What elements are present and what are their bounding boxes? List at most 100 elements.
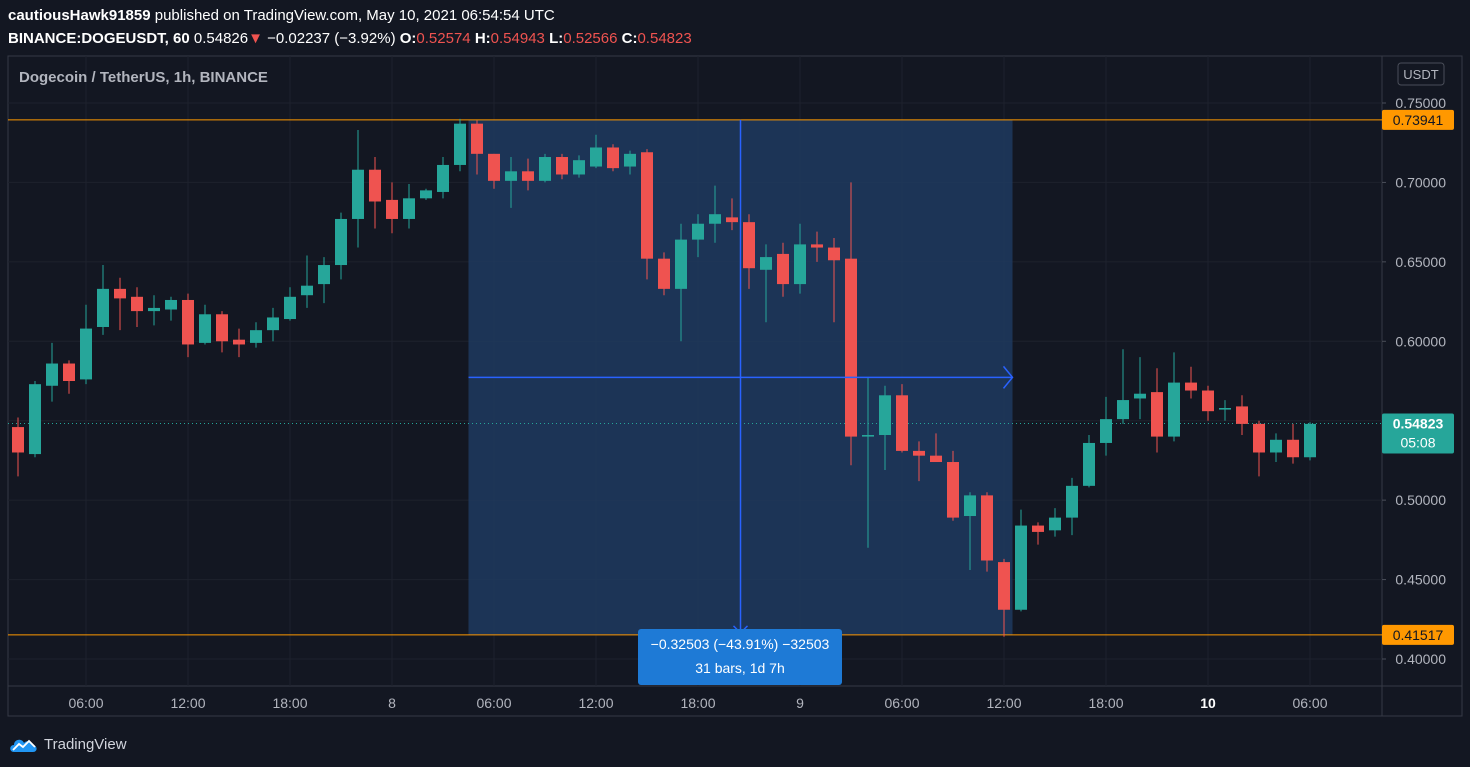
publish-info: cautiousHawk91859 published on TradingVi… [8,7,555,24]
candle-down [930,455,942,463]
candle-up [301,285,313,296]
candle-down [658,258,670,289]
candle-down [998,562,1010,610]
candle-down [1253,423,1265,453]
y-tick-label: 0.45000 [1395,572,1446,588]
candle-up [964,495,976,517]
candle-up [1049,517,1061,531]
candle-down [488,153,500,181]
x-tick-label: 12:00 [170,695,205,711]
low-label: L: [549,30,564,47]
candle-up [1134,393,1146,399]
tradingview-cloud-icon [10,739,37,752]
symbol-label: BINANCE:DOGEUSDT, 60 [8,30,190,47]
open-value: 0.52574 [416,30,471,47]
chart-frame [7,55,1463,717]
candle-up [420,190,432,199]
y-tick-label: 0.40000 [1395,651,1446,667]
candle-down [607,147,619,169]
candle-down [12,427,24,453]
candle-up [1083,442,1095,486]
candle-up [1100,419,1112,443]
candle-down [233,339,245,345]
candle-up [267,317,279,331]
candle-up [675,239,687,289]
y-tick-label: 0.50000 [1395,492,1446,508]
measure-change-label: −0.32503 (−43.91%) −32503 [651,636,830,652]
x-tick-label: 06:00 [884,695,919,711]
measure-info-box [638,629,842,685]
x-tick-label: 06:00 [68,695,103,711]
level-price-label: 0.73941 [1393,112,1444,128]
currency-button[interactable] [1397,62,1445,86]
current-price-tag [1382,413,1454,454]
candle-down [1236,406,1248,424]
currency-label: USDT [1403,67,1438,82]
candle-up [250,330,262,343]
x-tick-label: 12:00 [986,695,1021,711]
candle-down [1151,392,1163,437]
x-tick-label: 06:00 [476,695,511,711]
ohlc-legend: BINANCE:DOGEUSDT, 60 0.54826▼ −0.02237 (… [8,30,692,47]
candle-up [539,157,551,181]
candle-up [760,257,772,270]
candle-up [284,296,296,320]
candle-down [182,299,194,345]
high-label: H: [474,30,491,47]
candle-up [97,288,109,327]
candle-down [1287,439,1299,458]
x-tick-label: 18:00 [680,695,715,711]
candle-down [981,495,993,561]
tradingview-logo[interactable]: TradingView [8,734,127,754]
candle-up [709,214,721,224]
y-tick-label: 0.60000 [1395,333,1446,349]
candle-down [845,258,857,437]
candle-up [46,363,58,386]
level-price-tag [1382,624,1454,645]
candle-down [726,217,738,223]
candle-down [471,123,483,154]
candle-up [879,395,891,436]
candle-up [1219,408,1231,410]
candle-up [352,169,364,219]
candle-up [318,265,330,285]
candle-down [63,363,75,381]
candle-down [828,247,840,261]
level-price-label: 0.41517 [1393,627,1444,643]
candle-up [1304,423,1316,458]
candle-down [743,222,755,269]
candle-down [131,296,143,312]
candle-down [1202,390,1214,412]
x-tick-label: 18:00 [272,695,307,711]
publish-text: published on TradingView.com, May 10, 20… [154,7,555,24]
x-tick-label: 12:00 [578,695,613,711]
candle-up [454,123,466,165]
candle-up [80,328,92,380]
candle-down [369,169,381,202]
candle-up [165,299,177,310]
x-tick-label: 10 [1200,695,1216,711]
candle-up [624,153,636,167]
candle-down [896,395,908,451]
candle-up [862,435,874,437]
candle-down [556,157,568,175]
close-label: C: [621,30,638,47]
x-tick-label: 8 [388,695,396,711]
author-name[interactable]: cautiousHawk91859 [8,7,151,24]
candle-down [913,450,925,456]
y-tick-label: 0.75000 [1395,95,1446,111]
candle-up [335,218,347,266]
candle-up [1270,439,1282,453]
candle-down [777,253,789,285]
candle-up [403,198,415,219]
down-arrow-icon: ▼ [248,30,263,47]
y-tick-label: 0.70000 [1395,174,1446,190]
level-price-tag [1382,109,1454,130]
candle-up [1015,525,1027,610]
countdown-label: 05:08 [1400,435,1435,451]
candle-down [947,462,959,518]
candle-up [573,160,585,175]
candle-up [794,244,806,285]
candle-up [1066,485,1078,518]
